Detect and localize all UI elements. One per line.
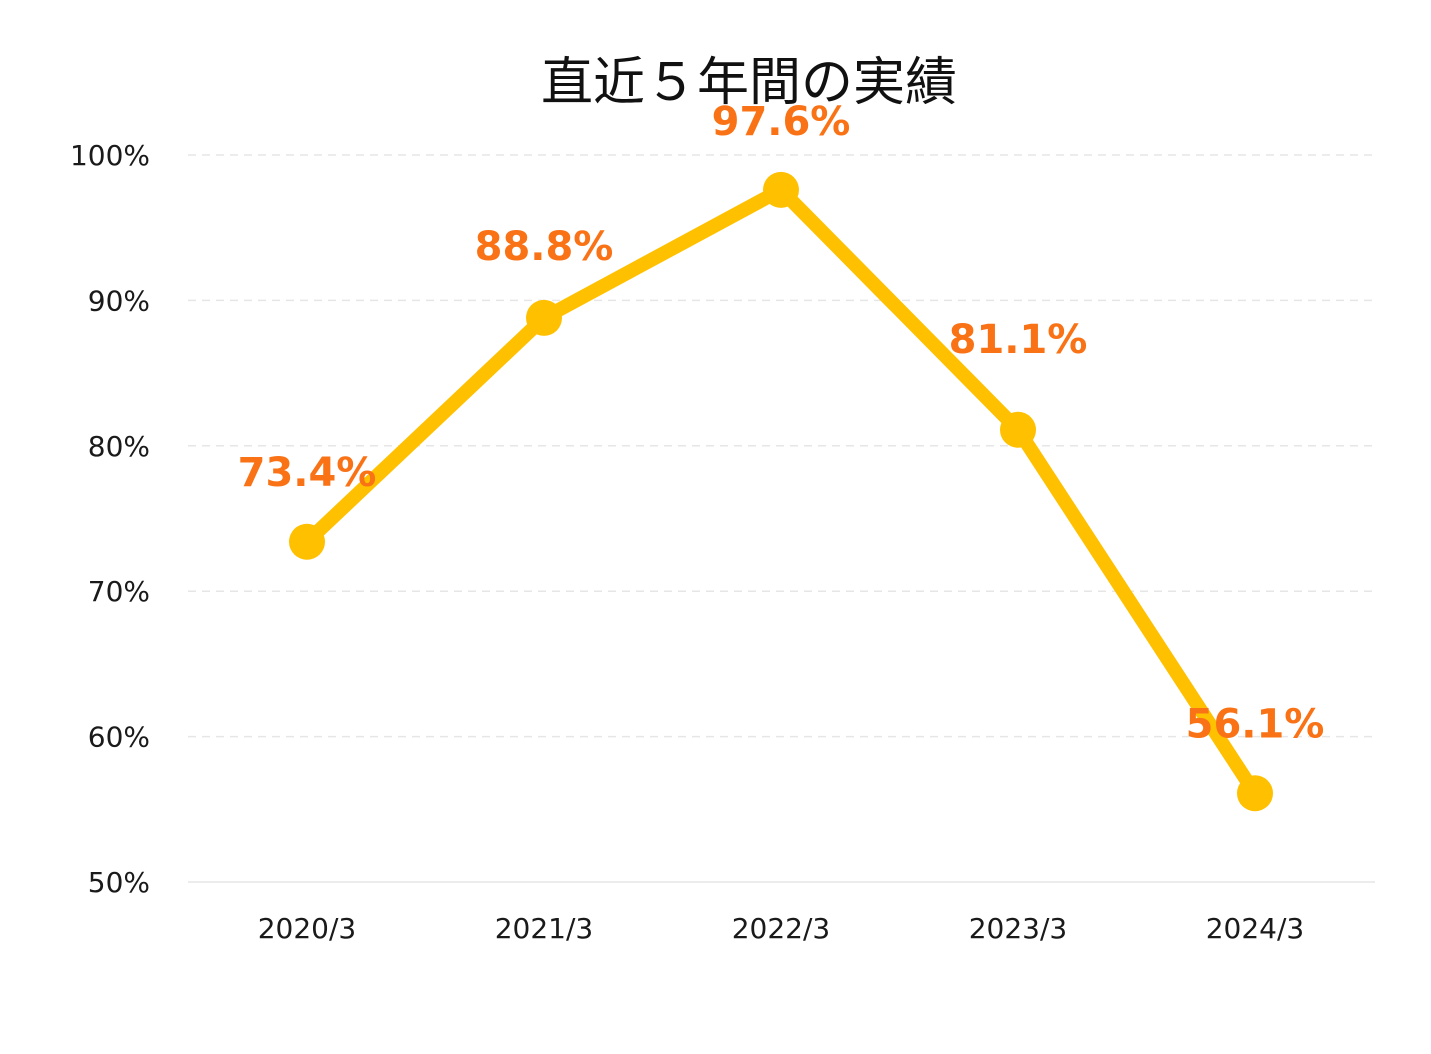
series-line <box>300 182 1262 801</box>
y-tick-label: 70% <box>88 575 150 608</box>
series-line-group <box>289 171 1273 812</box>
data-point <box>1237 775 1273 812</box>
data-labels: 73.4% 88.8% 97.6% 81.1% 56.1% <box>238 99 1325 747</box>
x-tick-label: 2020/3 <box>258 912 357 945</box>
x-axis: 2020/3 2021/3 2022/3 2023/3 2024/3 <box>258 912 1305 945</box>
data-point <box>1000 411 1036 448</box>
x-tick-label: 2023/3 <box>969 912 1068 945</box>
data-point <box>763 171 799 208</box>
y-tick-label: 60% <box>88 721 150 754</box>
data-point <box>289 523 325 560</box>
y-axis: 100% 90% 80% 70% 60% 50% <box>70 139 150 899</box>
data-label: 81.1% <box>949 317 1088 363</box>
y-tick-label: 80% <box>88 430 150 463</box>
y-tick-label: 50% <box>88 866 150 899</box>
y-tick-label: 90% <box>88 284 150 317</box>
data-label: 56.1% <box>1186 701 1325 747</box>
x-tick-label: 2024/3 <box>1206 912 1305 945</box>
data-label: 88.8% <box>475 224 614 270</box>
gridlines <box>188 154 1375 883</box>
data-label: 73.4% <box>238 450 377 496</box>
x-tick-label: 2021/3 <box>495 912 594 945</box>
data-point <box>526 299 562 336</box>
chart-title: 直近５年間の実績 <box>540 53 957 113</box>
x-tick-label: 2022/3 <box>732 912 831 945</box>
data-label: 97.6% <box>712 99 851 145</box>
y-tick-label: 100% <box>70 139 150 172</box>
